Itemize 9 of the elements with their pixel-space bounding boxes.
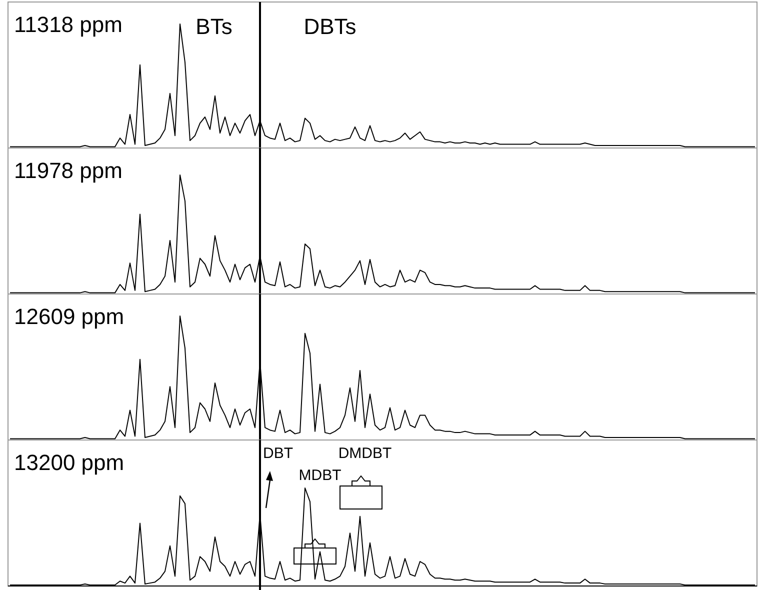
chart-title: 12609 ppm (14, 304, 124, 329)
text: DBT (263, 445, 293, 462)
chart-title: 11978 ppm (14, 158, 122, 183)
chart-title: 13200 ppm (14, 450, 124, 475)
chart-title: 11318 ppm (14, 12, 122, 37)
annotation: BTs (196, 14, 232, 39)
text: DMDBT (338, 445, 392, 462)
text: MDBT (298, 467, 342, 484)
annotation: DBTs (304, 14, 356, 39)
